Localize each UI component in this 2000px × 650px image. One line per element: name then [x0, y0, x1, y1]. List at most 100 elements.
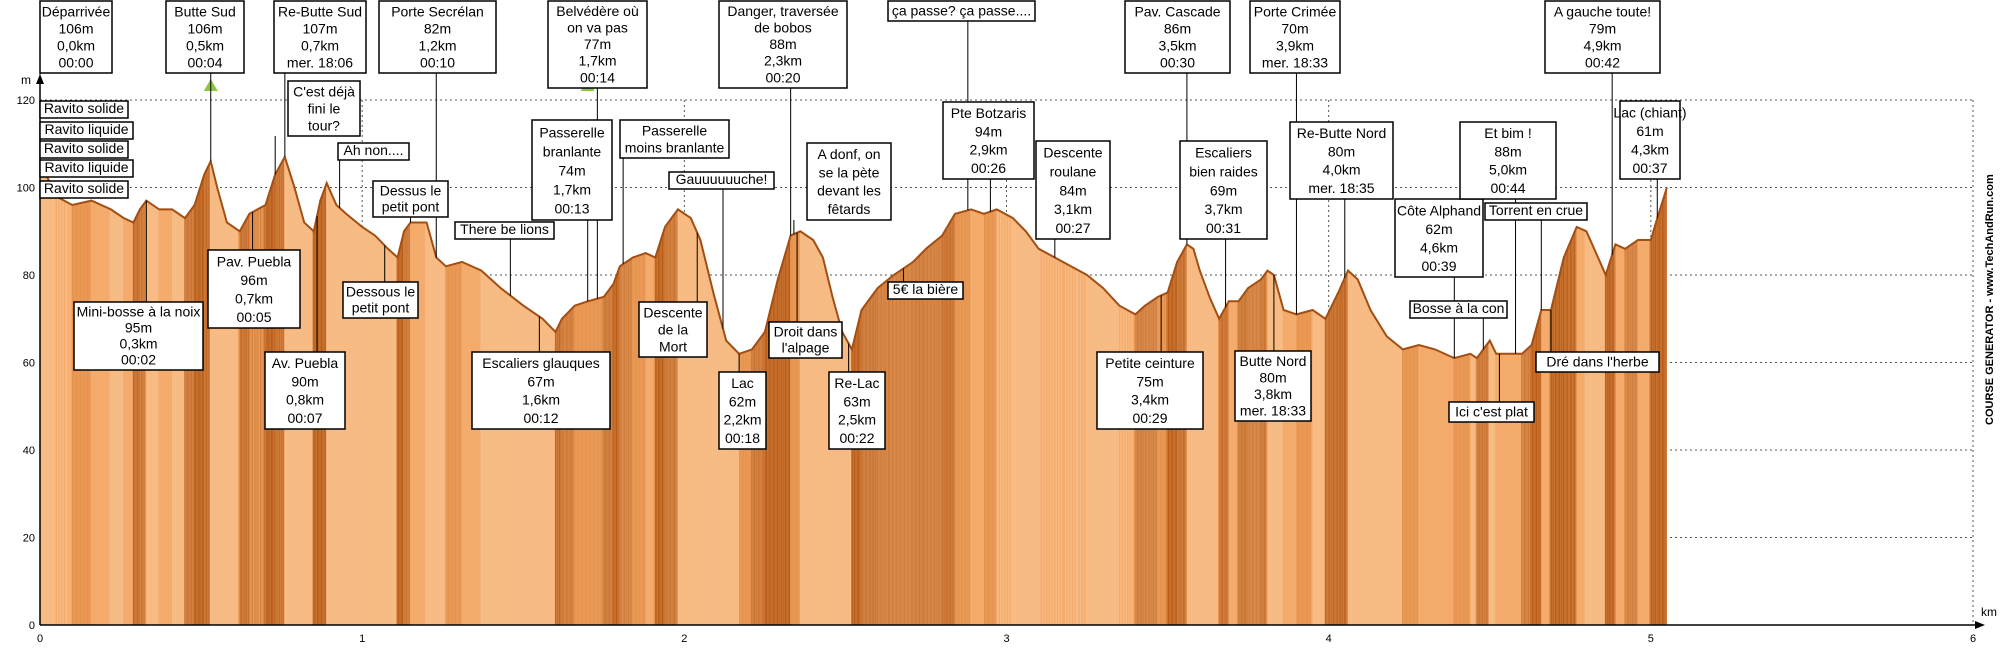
- annotation-label: Ravito solide: [39, 100, 129, 119]
- annotation-text: Gauuuuuuche!: [676, 171, 768, 187]
- annotation-text: Pav. Cascade: [1134, 3, 1220, 19]
- annotation-text: 88m: [1494, 143, 1521, 159]
- annotation-text: roulane: [1050, 163, 1097, 179]
- annotation-label: Ravito liquide: [39, 159, 134, 178]
- annotation-label: Et bim ! 88m 5,0km 00:44: [1459, 121, 1557, 354]
- annotation-label: Petite ceinture 75m 3,4km 00:29: [1096, 295, 1204, 430]
- annotation-text: 67m: [527, 373, 554, 389]
- x-tick-label: 3: [1003, 633, 1009, 645]
- annotation-text: 2,2km: [723, 412, 761, 428]
- annotation-text: 77m: [584, 36, 611, 52]
- annotation-text: 00:13: [554, 200, 589, 216]
- annotation-label: ça passe? ça passe....: [887, 0, 1036, 211]
- annotation-label: Ravito liquide: [39, 121, 134, 140]
- annotation-text: Ah non....: [344, 142, 404, 158]
- elevation-line: [39, 154, 1668, 360]
- annotation-text: Descente: [643, 304, 702, 320]
- annotation-text: 1,7km: [578, 53, 616, 69]
- annotation-box: [39, 100, 129, 119]
- annotation-text: 0,0km: [57, 37, 95, 53]
- annotation-text: 00:14: [580, 69, 615, 85]
- annotation-text: Torrent en crue: [1489, 202, 1583, 218]
- annotation-text: Lac (chiant): [1613, 104, 1686, 120]
- y-tick-label: 100: [17, 183, 35, 195]
- annotation-box: [887, 281, 964, 300]
- annotation-text: Mini-bosse à la noix: [77, 303, 201, 319]
- annotation-box: [887, 0, 1036, 22]
- annotation-label: Ah non....: [337, 142, 410, 208]
- annotation-text: Re-Butte Sud: [278, 3, 362, 19]
- annotation-text: 00:30: [1160, 54, 1195, 70]
- annotation-text: petit pont: [352, 299, 410, 315]
- annotation-text: 00:12: [523, 410, 558, 426]
- annotation-label: Escaliers bien raides 69m 3,7km 00:31: [1179, 140, 1268, 308]
- annotation-text: C'est déjà: [293, 83, 355, 99]
- annotation-box: [1619, 100, 1681, 180]
- annotation-text: 63m: [843, 393, 870, 409]
- annotation-text: 80m: [1328, 143, 1355, 159]
- annotation-text: A donf, on: [817, 146, 880, 162]
- annotation-text: Descente: [1043, 145, 1102, 161]
- annotation-box: [372, 180, 449, 218]
- x-axis-label: km: [1981, 605, 1997, 619]
- y-tick-label: 0: [29, 620, 35, 632]
- annotation-box: [39, 140, 129, 159]
- x-tick-label: 6: [1970, 633, 1976, 645]
- annotation-text: fêtards: [828, 201, 871, 217]
- annotation-text: 00:31: [1206, 220, 1241, 236]
- y-tick-label: 20: [23, 533, 35, 545]
- annotation-label: 5€ la bière: [887, 268, 964, 300]
- annotation-text: mer. 18:06: [287, 54, 353, 70]
- annotation-text: 00:00: [58, 54, 93, 70]
- annotation-text: 3,7km: [1204, 201, 1242, 217]
- annotation-box: [287, 80, 361, 137]
- annotation-box: [828, 371, 886, 450]
- annotation-text: Petite ceinture: [1105, 355, 1195, 371]
- annotation-text: de la: [658, 321, 689, 337]
- x-tick-label: 1: [359, 633, 365, 645]
- annotation-text: 3,1km: [1054, 201, 1092, 217]
- annotation-text: Ravito liquide: [44, 159, 128, 175]
- annotation-text: 88m: [769, 36, 796, 52]
- x-tick-label: 4: [1326, 633, 1332, 645]
- annotation-label: Passerelle branlante 74m 1,7km 00:13: [531, 119, 613, 302]
- annotation-text: 00:37: [1632, 160, 1667, 176]
- annotation-box: [73, 301, 204, 371]
- annotation-text: mer. 18:33: [1262, 54, 1328, 70]
- annotation-text: mer. 18:33: [1240, 402, 1306, 418]
- annotation-label: Pte Botzaris 94m 2,9km 00:26: [942, 101, 1035, 212]
- annotation-text: petit pont: [382, 198, 440, 214]
- annotation-box: [264, 351, 346, 430]
- axis-ticks: 0 20 40 60 80 100 120 0 1 2 3 4 5 6: [17, 95, 1976, 645]
- annotation-label: Re-Butte Nord 80m 4,0km mer. 18:35: [1289, 121, 1394, 278]
- annotation-box: [1535, 351, 1660, 373]
- annotation-box: [619, 119, 730, 159]
- annotation-text: 3,9km: [1276, 37, 1314, 53]
- annotation-text: 2,3km: [764, 53, 802, 69]
- annotation-text: 00:22: [839, 430, 874, 446]
- annotation-box: [1035, 140, 1111, 240]
- annotation-text: 96m: [240, 272, 267, 288]
- annotation-text: Passerelle: [642, 122, 708, 138]
- annotation-text: Belvédère où: [556, 3, 639, 19]
- y-tick-label: 60: [23, 358, 35, 370]
- annotation-text: 95m: [125, 319, 152, 335]
- annotation-text: Bosse à la con: [1413, 300, 1505, 316]
- annotation-text: 00:10: [420, 54, 455, 70]
- annotation-text: 4,9km: [1583, 37, 1621, 53]
- annotation-box: [531, 119, 613, 221]
- annotation-text: 74m: [558, 162, 585, 178]
- annotation-text: 0,8km: [286, 392, 324, 408]
- annotation-text: Escaliers: [1195, 145, 1252, 161]
- annotation-text: 4,6km: [1420, 239, 1458, 255]
